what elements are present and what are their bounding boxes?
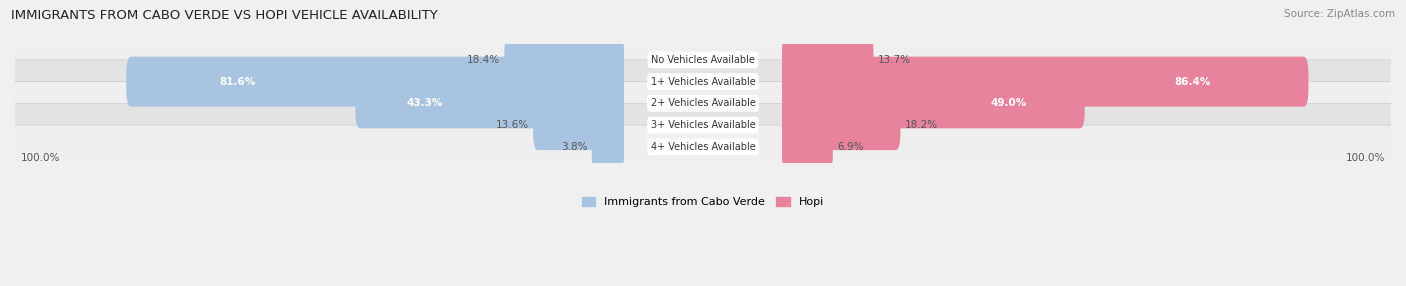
- Text: 81.6%: 81.6%: [219, 77, 254, 87]
- FancyBboxPatch shape: [533, 100, 624, 150]
- Text: 86.4%: 86.4%: [1174, 77, 1211, 87]
- FancyBboxPatch shape: [13, 103, 1393, 147]
- Text: No Vehicles Available: No Vehicles Available: [651, 55, 755, 65]
- FancyBboxPatch shape: [13, 60, 1393, 103]
- Text: 43.3%: 43.3%: [406, 98, 443, 108]
- Text: 18.2%: 18.2%: [904, 120, 938, 130]
- FancyBboxPatch shape: [782, 100, 900, 150]
- Text: 4+ Vehicles Available: 4+ Vehicles Available: [651, 142, 755, 152]
- FancyBboxPatch shape: [782, 57, 1309, 107]
- Text: 49.0%: 49.0%: [991, 98, 1028, 108]
- FancyBboxPatch shape: [782, 78, 1084, 128]
- FancyBboxPatch shape: [782, 122, 832, 172]
- Text: 13.7%: 13.7%: [877, 55, 911, 65]
- Text: 13.6%: 13.6%: [496, 120, 529, 130]
- Text: 3+ Vehicles Available: 3+ Vehicles Available: [651, 120, 755, 130]
- FancyBboxPatch shape: [13, 82, 1393, 125]
- Text: 100.0%: 100.0%: [1346, 152, 1385, 162]
- FancyBboxPatch shape: [13, 38, 1393, 82]
- Text: IMMIGRANTS FROM CABO VERDE VS HOPI VEHICLE AVAILABILITY: IMMIGRANTS FROM CABO VERDE VS HOPI VEHIC…: [11, 9, 439, 21]
- FancyBboxPatch shape: [13, 125, 1393, 168]
- Legend: Immigrants from Cabo Verde, Hopi: Immigrants from Cabo Verde, Hopi: [578, 192, 828, 211]
- FancyBboxPatch shape: [505, 35, 624, 85]
- Text: 6.9%: 6.9%: [837, 142, 863, 152]
- FancyBboxPatch shape: [592, 122, 624, 172]
- Text: 100.0%: 100.0%: [21, 152, 60, 162]
- FancyBboxPatch shape: [782, 35, 873, 85]
- Text: 2+ Vehicles Available: 2+ Vehicles Available: [651, 98, 755, 108]
- FancyBboxPatch shape: [356, 78, 624, 128]
- Text: Source: ZipAtlas.com: Source: ZipAtlas.com: [1284, 9, 1395, 19]
- Text: 1+ Vehicles Available: 1+ Vehicles Available: [651, 77, 755, 87]
- Text: 18.4%: 18.4%: [467, 55, 501, 65]
- Text: 3.8%: 3.8%: [561, 142, 588, 152]
- FancyBboxPatch shape: [127, 57, 624, 107]
